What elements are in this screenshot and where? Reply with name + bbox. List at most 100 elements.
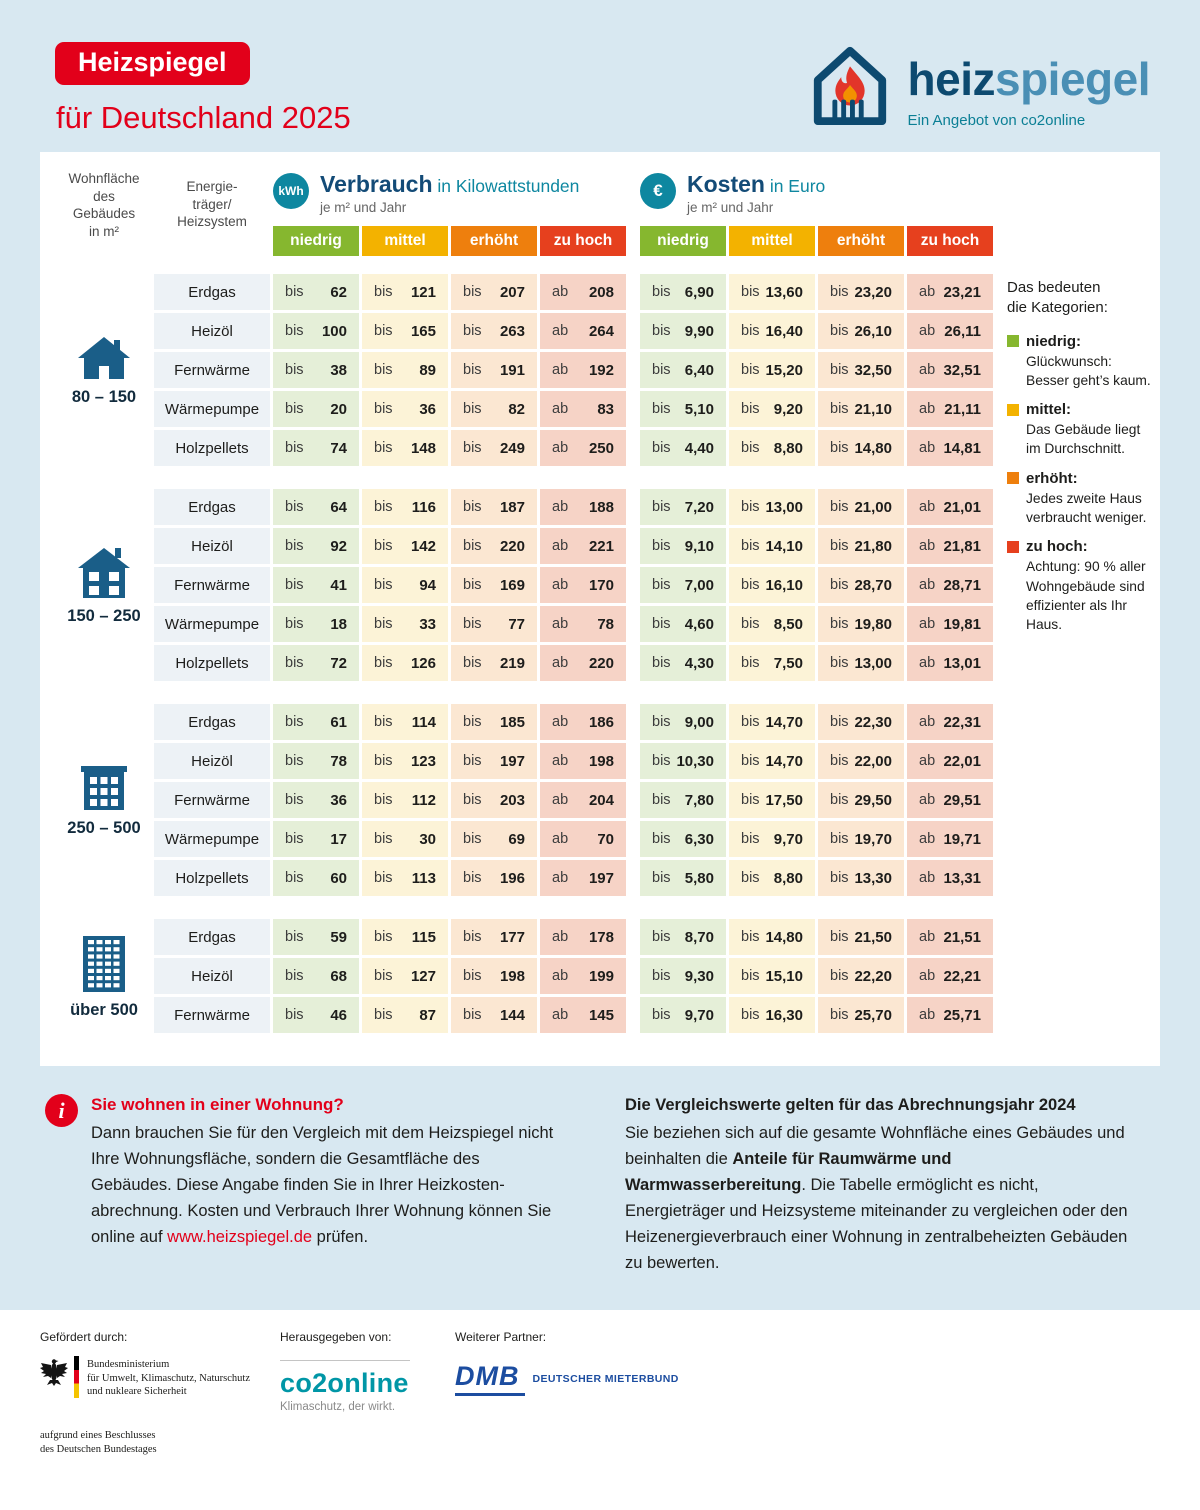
range-prefix: bis	[652, 753, 671, 769]
kosten-cell-erhoeht: bis 21,00	[818, 489, 904, 525]
verbrauch-cell-zu-hoch: ab 197	[540, 860, 626, 896]
verbrauch-cell-erhoeht: bis 169	[451, 567, 537, 603]
range-prefix: ab	[552, 499, 569, 515]
range-value: 8,80	[773, 439, 803, 457]
kosten-cell-niedrig: bis 5,10	[640, 391, 726, 427]
range-prefix: ab	[919, 1007, 936, 1023]
range-prefix: ab	[919, 753, 936, 769]
energy-carrier-label: Heizöl	[154, 528, 270, 564]
range-prefix: ab	[552, 792, 569, 808]
range-value: 21,51	[943, 928, 981, 946]
kosten-cell-zu-hoch: ab 23,21	[907, 274, 993, 310]
range-value: 64	[330, 498, 347, 516]
legend-color-swatch	[1007, 472, 1019, 485]
range-value: 18	[330, 615, 347, 633]
verbrauch-cell-niedrig: bis 78	[273, 743, 359, 779]
legend-item-head: niedrig:	[1007, 333, 1159, 350]
publisher-label: Herausgegeben von:	[280, 1330, 392, 1344]
verbrauch-cell-mittel: bis 165	[362, 313, 448, 349]
range-prefix: bis	[374, 616, 393, 632]
range-value: 32,50	[854, 361, 892, 379]
range-value: 32,51	[943, 361, 981, 379]
category-legend: Das bedeuten die Kategorien: niedrig: Glü…	[1007, 278, 1159, 646]
kosten-cell-erhoeht: bis 22,30	[818, 704, 904, 740]
legend-item-head: zu hoch:	[1007, 538, 1159, 555]
range-value: 8,50	[773, 615, 803, 633]
range-prefix: bis	[285, 792, 304, 808]
range-value: 100	[321, 322, 347, 340]
block-gap	[629, 391, 637, 427]
range-prefix: bis	[652, 1007, 671, 1023]
apartment-info-body-end: prüfen.	[312, 1228, 369, 1246]
legend-item: erhöht: Jedes zweite Haus verbraucht weni…	[1007, 470, 1159, 528]
range-value: 68	[330, 967, 347, 985]
range-prefix: bis	[830, 1007, 849, 1023]
range-value: 114	[411, 713, 436, 731]
range-prefix: bis	[741, 1007, 760, 1023]
verbrauch-cell-zu-hoch: ab 83	[540, 391, 626, 427]
range-prefix: bis	[374, 1007, 393, 1023]
heizspiegel-link[interactable]: www.heizspiegel.de	[167, 1228, 313, 1246]
verbrauch-cell-zu-hoch: ab 70	[540, 821, 626, 857]
range-value: 6,40	[684, 361, 714, 379]
range-prefix: bis	[374, 831, 393, 847]
kosten-cell-mittel: bis 13,60	[729, 274, 815, 310]
range-prefix: bis	[830, 362, 849, 378]
kosten-cell-niedrig: bis 6,40	[640, 352, 726, 388]
kosten-title: Kosten in Euro	[687, 171, 825, 197]
verbrauch-title-main: Verbrauch	[320, 171, 433, 197]
range-value: 14,10	[765, 537, 803, 555]
range-prefix: bis	[463, 284, 482, 300]
verbrauch-cell-zu-hoch: ab 250	[540, 430, 626, 466]
range-prefix: bis	[830, 655, 849, 671]
page-header: Heizspiegel für Deutschland 2025	[0, 0, 1200, 152]
heizspiegel-badge: Heizspiegel	[55, 42, 250, 85]
range-value: 198	[588, 752, 614, 770]
range-value: 7,80	[684, 791, 714, 809]
range-prefix: bis	[652, 616, 671, 632]
range-prefix: ab	[552, 440, 569, 456]
category-header-erhoeht: erhöht	[818, 226, 904, 256]
legend-item-text: Glückwunsch: Besser geht’s kaum.	[1026, 353, 1151, 388]
range-prefix: bis	[463, 929, 482, 945]
block-gap	[629, 313, 637, 349]
range-value: 21,10	[854, 400, 892, 418]
range-prefix: bis	[285, 538, 304, 554]
table-row: Holzpellets bis 60 bis 113 bis 196 ab 197 bis 5,80…	[154, 860, 993, 896]
verbrauch-cell-niedrig: bis 68	[273, 958, 359, 994]
group-rows: Erdgas bis 62 bis 121 bis 207 ab 208 bis 6,90 bis 13…	[154, 274, 993, 469]
range-prefix: bis	[741, 577, 760, 593]
range-prefix: bis	[463, 401, 482, 417]
range-value: 13,31	[943, 869, 981, 887]
legend-color-swatch	[1007, 335, 1019, 347]
range-value: 7,00	[684, 576, 714, 594]
range-value: 69	[508, 830, 525, 848]
range-value: 21,00	[854, 498, 892, 516]
table-row: Wärmepumpe bis 17 bis 30 bis 69 ab 70 bis 6,30 bis 9…	[154, 821, 993, 857]
energy-carrier-label: Wärmepumpe	[154, 821, 270, 857]
verbrauch-cell-erhoeht: bis 185	[451, 704, 537, 740]
range-prefix: ab	[552, 284, 569, 300]
legend-item-head: mittel:	[1007, 401, 1159, 418]
apartment-info: i Sie wohnen in einer Wohnung? Dann brau…	[45, 1092, 565, 1276]
table-row: Erdgas bis 61 bis 114 bis 185 ab 186 bis 9,00 bis 14…	[154, 704, 993, 740]
co2online-logo: co2online Klimaschutz, der wirkt.	[280, 1360, 410, 1413]
energy-carrier-label: Wärmepumpe	[154, 391, 270, 427]
range-prefix: bis	[741, 323, 760, 339]
kosten-cell-niedrig: bis 7,80	[640, 782, 726, 818]
partner-label: Weiterer Partner:	[455, 1330, 547, 1344]
legend-item-text: Das Gebäude liegt im Durchschnitt.	[1026, 422, 1141, 457]
range-value: 19,71	[943, 830, 981, 848]
kosten-cell-erhoeht: bis 22,20	[818, 958, 904, 994]
range-prefix: bis	[830, 284, 849, 300]
verbrauch-cell-mittel: bis 113	[362, 860, 448, 896]
kosten-cell-niedrig: bis 9,10	[640, 528, 726, 564]
range-prefix: bis	[741, 440, 760, 456]
range-prefix: ab	[552, 362, 569, 378]
legend-item-text: Achtung: 90 % aller Wohngebäude sind eff…	[1026, 559, 1146, 633]
range-value: 116	[411, 498, 436, 516]
verbrauch-cell-niedrig: bis 18	[273, 606, 359, 642]
verbrauch-cell-niedrig: bis 41	[273, 567, 359, 603]
range-prefix: bis	[285, 929, 304, 945]
